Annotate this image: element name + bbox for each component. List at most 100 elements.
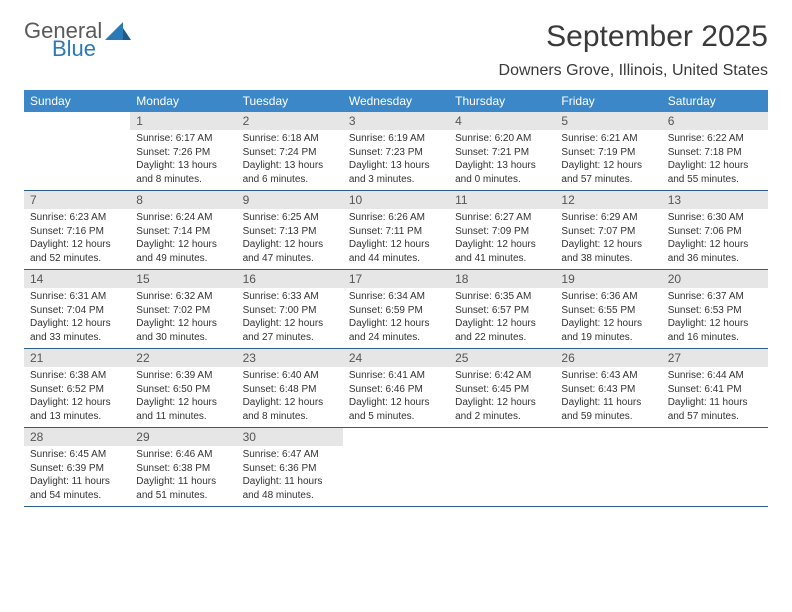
day-details: Sunrise: 6:32 AMSunset: 7:02 PMDaylight:… — [130, 288, 236, 348]
day-details: Sunrise: 6:27 AMSunset: 7:09 PMDaylight:… — [449, 209, 555, 269]
weekday-header: Monday — [130, 90, 236, 112]
day-cell: 8Sunrise: 6:24 AMSunset: 7:14 PMDaylight… — [130, 191, 236, 269]
day-number: 4 — [449, 112, 555, 130]
day-number: 19 — [555, 270, 661, 288]
weekday-header: Friday — [555, 90, 661, 112]
day-number: 9 — [237, 191, 343, 209]
day-number: 2 — [237, 112, 343, 130]
weekday-header: Tuesday — [237, 90, 343, 112]
day-details: Sunrise: 6:38 AMSunset: 6:52 PMDaylight:… — [24, 367, 130, 427]
day-details: Sunrise: 6:19 AMSunset: 7:23 PMDaylight:… — [343, 130, 449, 190]
day-cell: 27Sunrise: 6:44 AMSunset: 6:41 PMDayligh… — [662, 349, 768, 427]
day-cell: 4Sunrise: 6:20 AMSunset: 7:21 PMDaylight… — [449, 112, 555, 190]
day-details: Sunrise: 6:30 AMSunset: 7:06 PMDaylight:… — [662, 209, 768, 269]
location-text: Downers Grove, Illinois, United States — [24, 62, 768, 80]
weekday-header: Wednesday — [343, 90, 449, 112]
day-number: 29 — [130, 428, 236, 446]
day-cell: 13Sunrise: 6:30 AMSunset: 7:06 PMDayligh… — [662, 191, 768, 269]
day-details: Sunrise: 6:43 AMSunset: 6:43 PMDaylight:… — [555, 367, 661, 427]
calendar-grid: SundayMondayTuesdayWednesdayThursdayFrid… — [24, 90, 768, 507]
day-cell: 16Sunrise: 6:33 AMSunset: 7:00 PMDayligh… — [237, 270, 343, 348]
day-cell: 7Sunrise: 6:23 AMSunset: 7:16 PMDaylight… — [24, 191, 130, 269]
day-details: Sunrise: 6:17 AMSunset: 7:26 PMDaylight:… — [130, 130, 236, 190]
day-details: Sunrise: 6:18 AMSunset: 7:24 PMDaylight:… — [237, 130, 343, 190]
day-cell: 21Sunrise: 6:38 AMSunset: 6:52 PMDayligh… — [24, 349, 130, 427]
week-row: 14Sunrise: 6:31 AMSunset: 7:04 PMDayligh… — [24, 270, 768, 349]
day-number: 16 — [237, 270, 343, 288]
day-details: Sunrise: 6:33 AMSunset: 7:00 PMDaylight:… — [237, 288, 343, 348]
day-cell: 18Sunrise: 6:35 AMSunset: 6:57 PMDayligh… — [449, 270, 555, 348]
day-details: Sunrise: 6:26 AMSunset: 7:11 PMDaylight:… — [343, 209, 449, 269]
day-cell — [343, 428, 449, 506]
calendar-page: General Blue September 2025 Downers Grov… — [0, 0, 792, 527]
day-cell: 14Sunrise: 6:31 AMSunset: 7:04 PMDayligh… — [24, 270, 130, 348]
weekday-header: Saturday — [662, 90, 768, 112]
day-details: Sunrise: 6:46 AMSunset: 6:38 PMDaylight:… — [130, 446, 236, 506]
day-number: 23 — [237, 349, 343, 367]
day-details: Sunrise: 6:41 AMSunset: 6:46 PMDaylight:… — [343, 367, 449, 427]
day-number: 22 — [130, 349, 236, 367]
day-cell: 9Sunrise: 6:25 AMSunset: 7:13 PMDaylight… — [237, 191, 343, 269]
day-number: 6 — [662, 112, 768, 130]
day-cell: 3Sunrise: 6:19 AMSunset: 7:23 PMDaylight… — [343, 112, 449, 190]
day-details: Sunrise: 6:42 AMSunset: 6:45 PMDaylight:… — [449, 367, 555, 427]
day-cell: 20Sunrise: 6:37 AMSunset: 6:53 PMDayligh… — [662, 270, 768, 348]
day-cell: 23Sunrise: 6:40 AMSunset: 6:48 PMDayligh… — [237, 349, 343, 427]
day-details: Sunrise: 6:35 AMSunset: 6:57 PMDaylight:… — [449, 288, 555, 348]
day-cell: 29Sunrise: 6:46 AMSunset: 6:38 PMDayligh… — [130, 428, 236, 506]
day-number: 10 — [343, 191, 449, 209]
day-cell — [24, 112, 130, 190]
day-number: 14 — [24, 270, 130, 288]
brand-triangle-icon — [105, 22, 131, 42]
day-details: Sunrise: 6:34 AMSunset: 6:59 PMDaylight:… — [343, 288, 449, 348]
day-number: 27 — [662, 349, 768, 367]
day-details: Sunrise: 6:36 AMSunset: 6:55 PMDaylight:… — [555, 288, 661, 348]
day-number: 18 — [449, 270, 555, 288]
brand-logo: General Blue — [24, 20, 131, 60]
week-row: 28Sunrise: 6:45 AMSunset: 6:39 PMDayligh… — [24, 428, 768, 507]
day-number: 15 — [130, 270, 236, 288]
day-details: Sunrise: 6:45 AMSunset: 6:39 PMDaylight:… — [24, 446, 130, 506]
day-cell: 24Sunrise: 6:41 AMSunset: 6:46 PMDayligh… — [343, 349, 449, 427]
day-cell — [449, 428, 555, 506]
day-cell: 1Sunrise: 6:17 AMSunset: 7:26 PMDaylight… — [130, 112, 236, 190]
day-number: 13 — [662, 191, 768, 209]
day-cell: 15Sunrise: 6:32 AMSunset: 7:02 PMDayligh… — [130, 270, 236, 348]
day-number: 24 — [343, 349, 449, 367]
brand-word-2: Blue — [52, 36, 96, 61]
day-number: 28 — [24, 428, 130, 446]
day-number: 3 — [343, 112, 449, 130]
day-cell: 28Sunrise: 6:45 AMSunset: 6:39 PMDayligh… — [24, 428, 130, 506]
day-details: Sunrise: 6:31 AMSunset: 7:04 PMDaylight:… — [24, 288, 130, 348]
day-cell: 25Sunrise: 6:42 AMSunset: 6:45 PMDayligh… — [449, 349, 555, 427]
day-cell: 12Sunrise: 6:29 AMSunset: 7:07 PMDayligh… — [555, 191, 661, 269]
day-details: Sunrise: 6:22 AMSunset: 7:18 PMDaylight:… — [662, 130, 768, 190]
day-details: Sunrise: 6:24 AMSunset: 7:14 PMDaylight:… — [130, 209, 236, 269]
day-cell — [555, 428, 661, 506]
week-row: 1Sunrise: 6:17 AMSunset: 7:26 PMDaylight… — [24, 112, 768, 191]
brand-text: General Blue — [24, 20, 102, 60]
day-number: 25 — [449, 349, 555, 367]
day-details: Sunrise: 6:37 AMSunset: 6:53 PMDaylight:… — [662, 288, 768, 348]
day-number: 12 — [555, 191, 661, 209]
day-cell: 19Sunrise: 6:36 AMSunset: 6:55 PMDayligh… — [555, 270, 661, 348]
day-cell: 10Sunrise: 6:26 AMSunset: 7:11 PMDayligh… — [343, 191, 449, 269]
day-cell: 17Sunrise: 6:34 AMSunset: 6:59 PMDayligh… — [343, 270, 449, 348]
header: General Blue September 2025 — [24, 20, 768, 60]
day-cell: 2Sunrise: 6:18 AMSunset: 7:24 PMDaylight… — [237, 112, 343, 190]
day-details: Sunrise: 6:44 AMSunset: 6:41 PMDaylight:… — [662, 367, 768, 427]
day-number: 7 — [24, 191, 130, 209]
day-cell: 30Sunrise: 6:47 AMSunset: 6:36 PMDayligh… — [237, 428, 343, 506]
day-cell: 5Sunrise: 6:21 AMSunset: 7:19 PMDaylight… — [555, 112, 661, 190]
day-details: Sunrise: 6:20 AMSunset: 7:21 PMDaylight:… — [449, 130, 555, 190]
day-details: Sunrise: 6:25 AMSunset: 7:13 PMDaylight:… — [237, 209, 343, 269]
day-number: 26 — [555, 349, 661, 367]
day-number: 1 — [130, 112, 236, 130]
weekday-header: Thursday — [449, 90, 555, 112]
weeks-container: 1Sunrise: 6:17 AMSunset: 7:26 PMDaylight… — [24, 112, 768, 507]
day-number: 30 — [237, 428, 343, 446]
day-details: Sunrise: 6:39 AMSunset: 6:50 PMDaylight:… — [130, 367, 236, 427]
month-title: September 2025 — [546, 20, 768, 54]
day-details: Sunrise: 6:29 AMSunset: 7:07 PMDaylight:… — [555, 209, 661, 269]
day-number: 20 — [662, 270, 768, 288]
